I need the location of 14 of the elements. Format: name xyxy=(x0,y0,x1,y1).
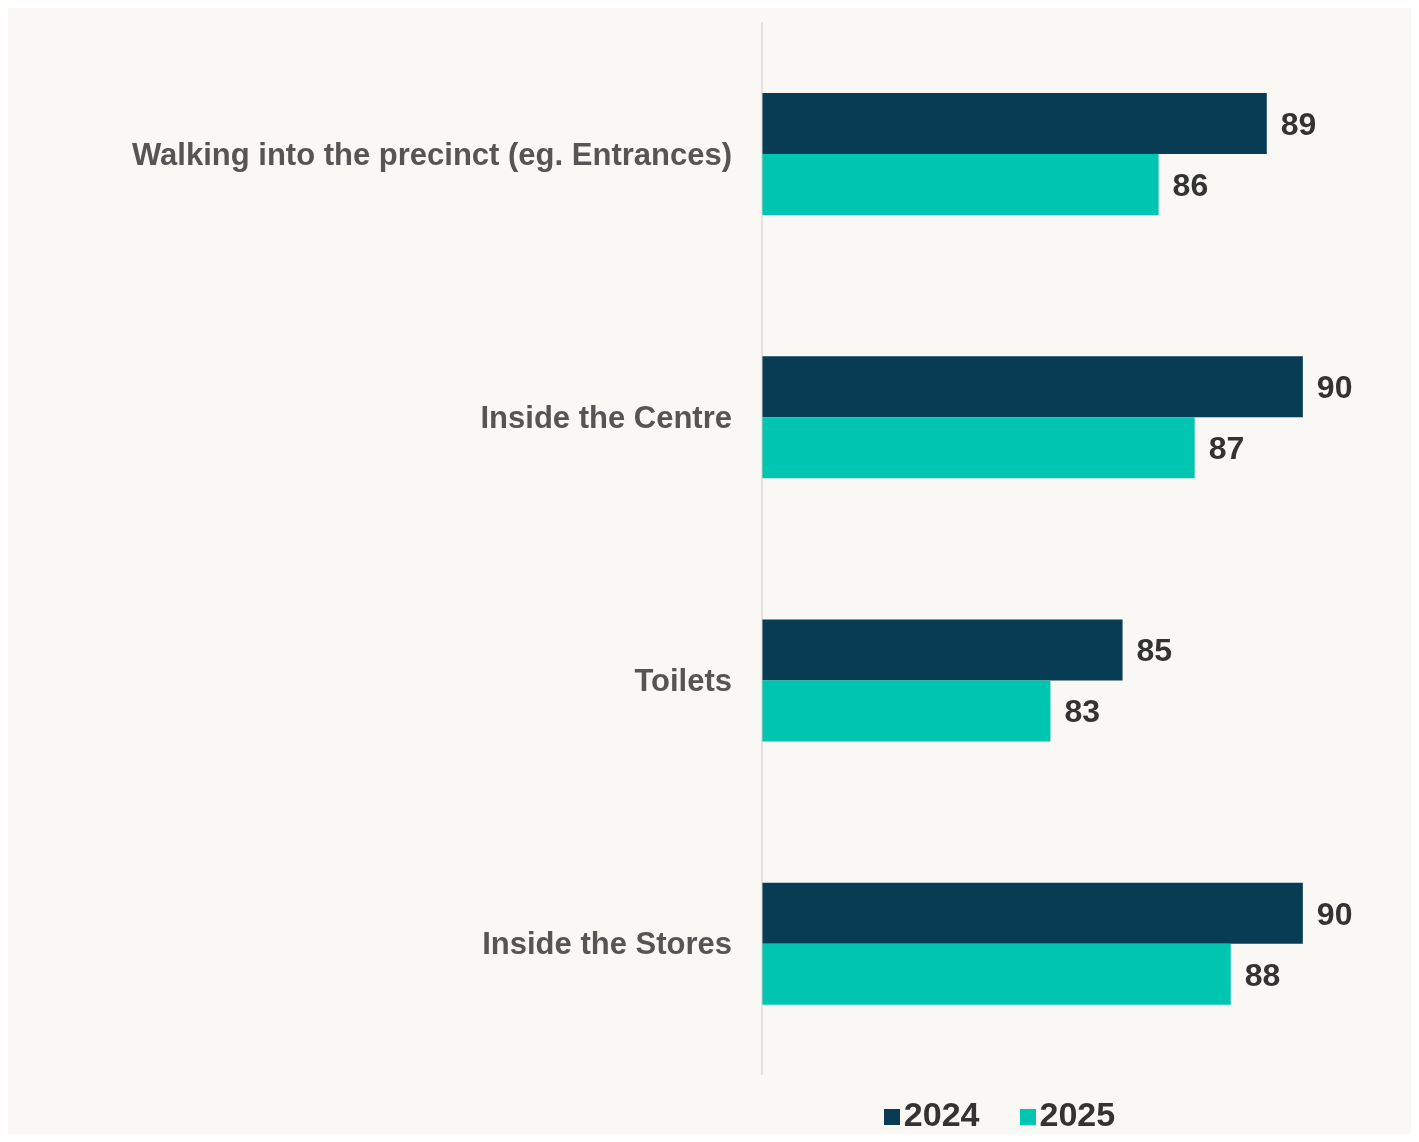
legend-label: 2024 xyxy=(903,1095,980,1133)
y-tick-label: Walking into the precinct (eg. Entrances) xyxy=(132,136,732,172)
y-tick-label: Inside the Stores xyxy=(482,926,732,962)
data-label: 90 xyxy=(1316,895,1353,932)
y-tick-label: Toilets xyxy=(634,663,732,699)
data-label: 88 xyxy=(1244,956,1281,993)
data-label: 86 xyxy=(1172,166,1209,203)
data-label: 90 xyxy=(1316,369,1353,406)
data-label: 85 xyxy=(1136,632,1173,669)
legend-label: 2025 xyxy=(1039,1095,1116,1133)
data-label: 83 xyxy=(1064,693,1101,730)
data-label: 87 xyxy=(1208,430,1245,467)
y-tick-label: Inside the Centre xyxy=(480,399,732,435)
data-label: 89 xyxy=(1280,105,1317,142)
